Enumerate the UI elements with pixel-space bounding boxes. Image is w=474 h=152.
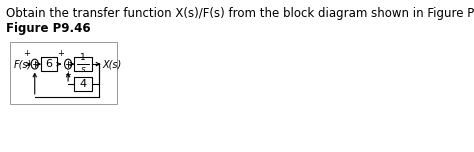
Text: Figure P9.46: Figure P9.46 — [6, 22, 90, 36]
Text: +: + — [57, 49, 64, 58]
Bar — [10, 42, 117, 104]
Text: Obtain the transfer function X(s)/F(s) from the block diagram shown in Figure P9: Obtain the transfer function X(s)/F(s) f… — [6, 7, 474, 20]
Text: s: s — [81, 65, 85, 74]
Text: F(s): F(s) — [13, 59, 32, 69]
Text: 1: 1 — [80, 53, 86, 62]
Bar — [41, 57, 57, 71]
Text: 4: 4 — [80, 79, 87, 89]
Text: X(s): X(s) — [102, 59, 121, 69]
Text: +: + — [23, 49, 30, 58]
Bar — [74, 77, 91, 91]
Text: -: - — [27, 60, 30, 70]
Text: +: + — [64, 70, 71, 79]
Bar — [74, 57, 91, 71]
Text: 6: 6 — [46, 59, 53, 69]
